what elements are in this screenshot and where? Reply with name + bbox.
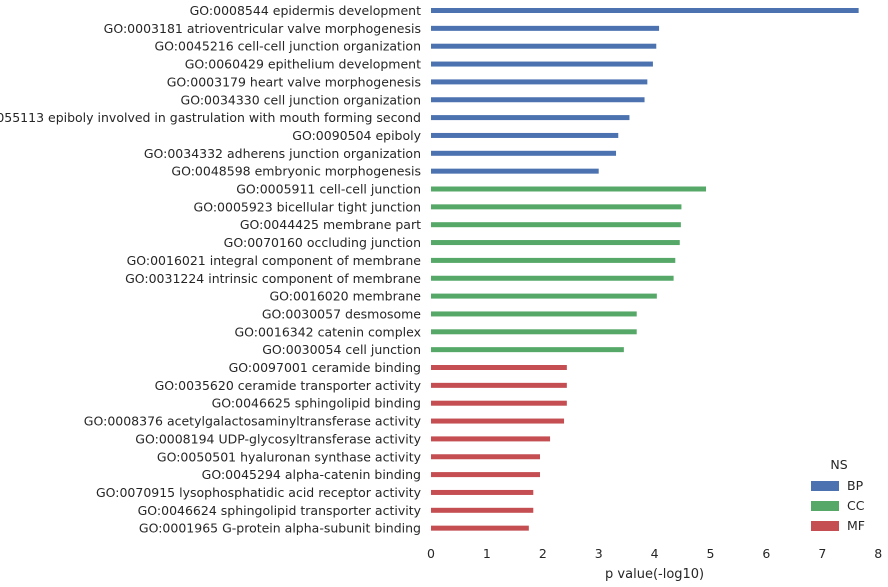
x-axis-label: p value(-log10) [605,567,704,582]
bar [431,525,529,531]
category-label: GO:0097001 ceramide binding [229,360,421,375]
bar [431,257,676,263]
x-tick-label: 8 [874,546,882,561]
bar [431,472,541,478]
category-label: GO:0030054 cell junction [262,342,421,357]
bar [431,115,630,121]
category-label: GO:0008194 UDP-glycosyltransferase activ… [135,431,421,446]
legend-label: CC [847,498,865,513]
bar [431,168,599,174]
category-label: GO:0016342 catenin complex [234,324,421,339]
bar [431,222,681,228]
bar [431,8,859,13]
category-label: GO:0003181 atrioventricular valve morpho… [104,21,421,36]
bar [431,418,565,424]
x-tick-label: 5 [707,546,715,561]
category-label: GO:0070915 lysophosphatidic acid recepto… [96,485,422,500]
category-label: GO:0050501 hyaluronan synthase activity [157,449,422,464]
bars-group [431,8,859,531]
bar [431,382,567,388]
category-label: GO:0016020 membrane [269,289,421,304]
category-label: GO:0034332 adherens junction organizatio… [144,146,421,161]
category-label: GO:0046624 sphingolipid transporter acti… [138,503,422,518]
category-label: GO:0070160 occluding junction [224,235,421,250]
legend: NS BP CC MF [811,457,865,533]
category-label: GO:0055113 epiboly involved in gastrulat… [0,110,421,125]
category-label: GO:0035620 ceramide transporter activity [155,378,422,393]
bar [431,489,534,495]
bar [431,507,534,513]
x-tick-label: 0 [427,546,435,561]
category-label: GO:0008544 epidermis development [190,3,421,18]
x-tick-label: 2 [539,546,547,561]
bar [431,275,674,281]
bar [431,186,707,192]
x-tick-label: 1 [483,546,491,561]
legend-swatch [811,521,839,531]
bar [431,25,660,31]
x-tick-label: 6 [762,546,770,561]
bar [431,79,648,85]
bar [431,436,551,442]
x-ticks-group: 0 1 2 3 4 5 6 7 8 [427,546,882,561]
category-label: GO:0016021 integral component of membran… [127,253,422,268]
x-tick-label: 4 [651,546,659,561]
category-labels-group: GO:0008544 epidermis development GO:00031… [0,3,422,536]
category-label: GO:0048598 embryonic morphogenesis [171,164,421,179]
bar [431,43,657,49]
category-label: GO:0005911 cell-cell junction [236,182,421,197]
bar [431,132,619,138]
legend-label: MF [847,518,865,533]
category-label: GO:0045294 alpha-catenin binding [202,467,421,482]
x-tick-label: 3 [595,546,603,561]
category-label: GO:0060429 epithelium development [185,57,421,72]
bar [431,454,541,460]
category-label: GO:0044425 membrane part [240,217,421,232]
category-label: GO:0090504 epiboly [292,128,421,143]
category-label: GO:0030057 desmosome [262,306,421,321]
legend-label: BP [847,478,864,493]
category-label: GO:0001965 G-protein alpha-subunit bindi… [139,521,421,536]
bar [431,347,624,353]
category-label: GO:0045216 cell-cell junction organizati… [155,39,422,54]
bar [431,365,567,370]
bar [431,150,617,156]
category-label: GO:0003179 heart valve morphogenesis [167,74,421,89]
category-label: GO:0008376 acetylgalactosaminyltransfera… [84,414,422,429]
category-label: GO:0031224 intrinsic component of membra… [125,271,421,286]
legend-swatch [811,501,839,511]
bar [431,311,637,317]
bar [431,329,637,335]
bar [431,240,680,246]
bar [431,293,657,299]
category-label: GO:0005923 bicellular tight junction [194,199,421,214]
category-label: GO:0046625 sphingolipid binding [212,396,421,411]
legend-title: NS [830,457,847,472]
legend-swatch [811,481,839,491]
bar [431,61,653,67]
bar [431,97,645,103]
bar [431,204,682,210]
bar [431,400,567,406]
category-label: GO:0034330 cell junction organization [181,92,421,107]
x-tick-label: 7 [818,546,826,561]
